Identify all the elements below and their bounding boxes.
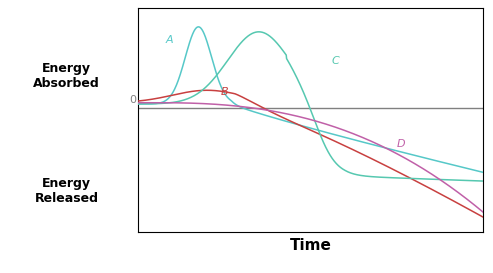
Text: B: B (221, 87, 228, 97)
Text: 0: 0 (129, 95, 136, 105)
Text: Energy
Absorbed: Energy Absorbed (33, 63, 100, 90)
X-axis label: Time: Time (290, 238, 331, 253)
Text: C: C (331, 56, 339, 66)
Text: A: A (166, 35, 173, 45)
Text: Energy
Released: Energy Released (35, 177, 99, 205)
Text: D: D (397, 140, 405, 150)
